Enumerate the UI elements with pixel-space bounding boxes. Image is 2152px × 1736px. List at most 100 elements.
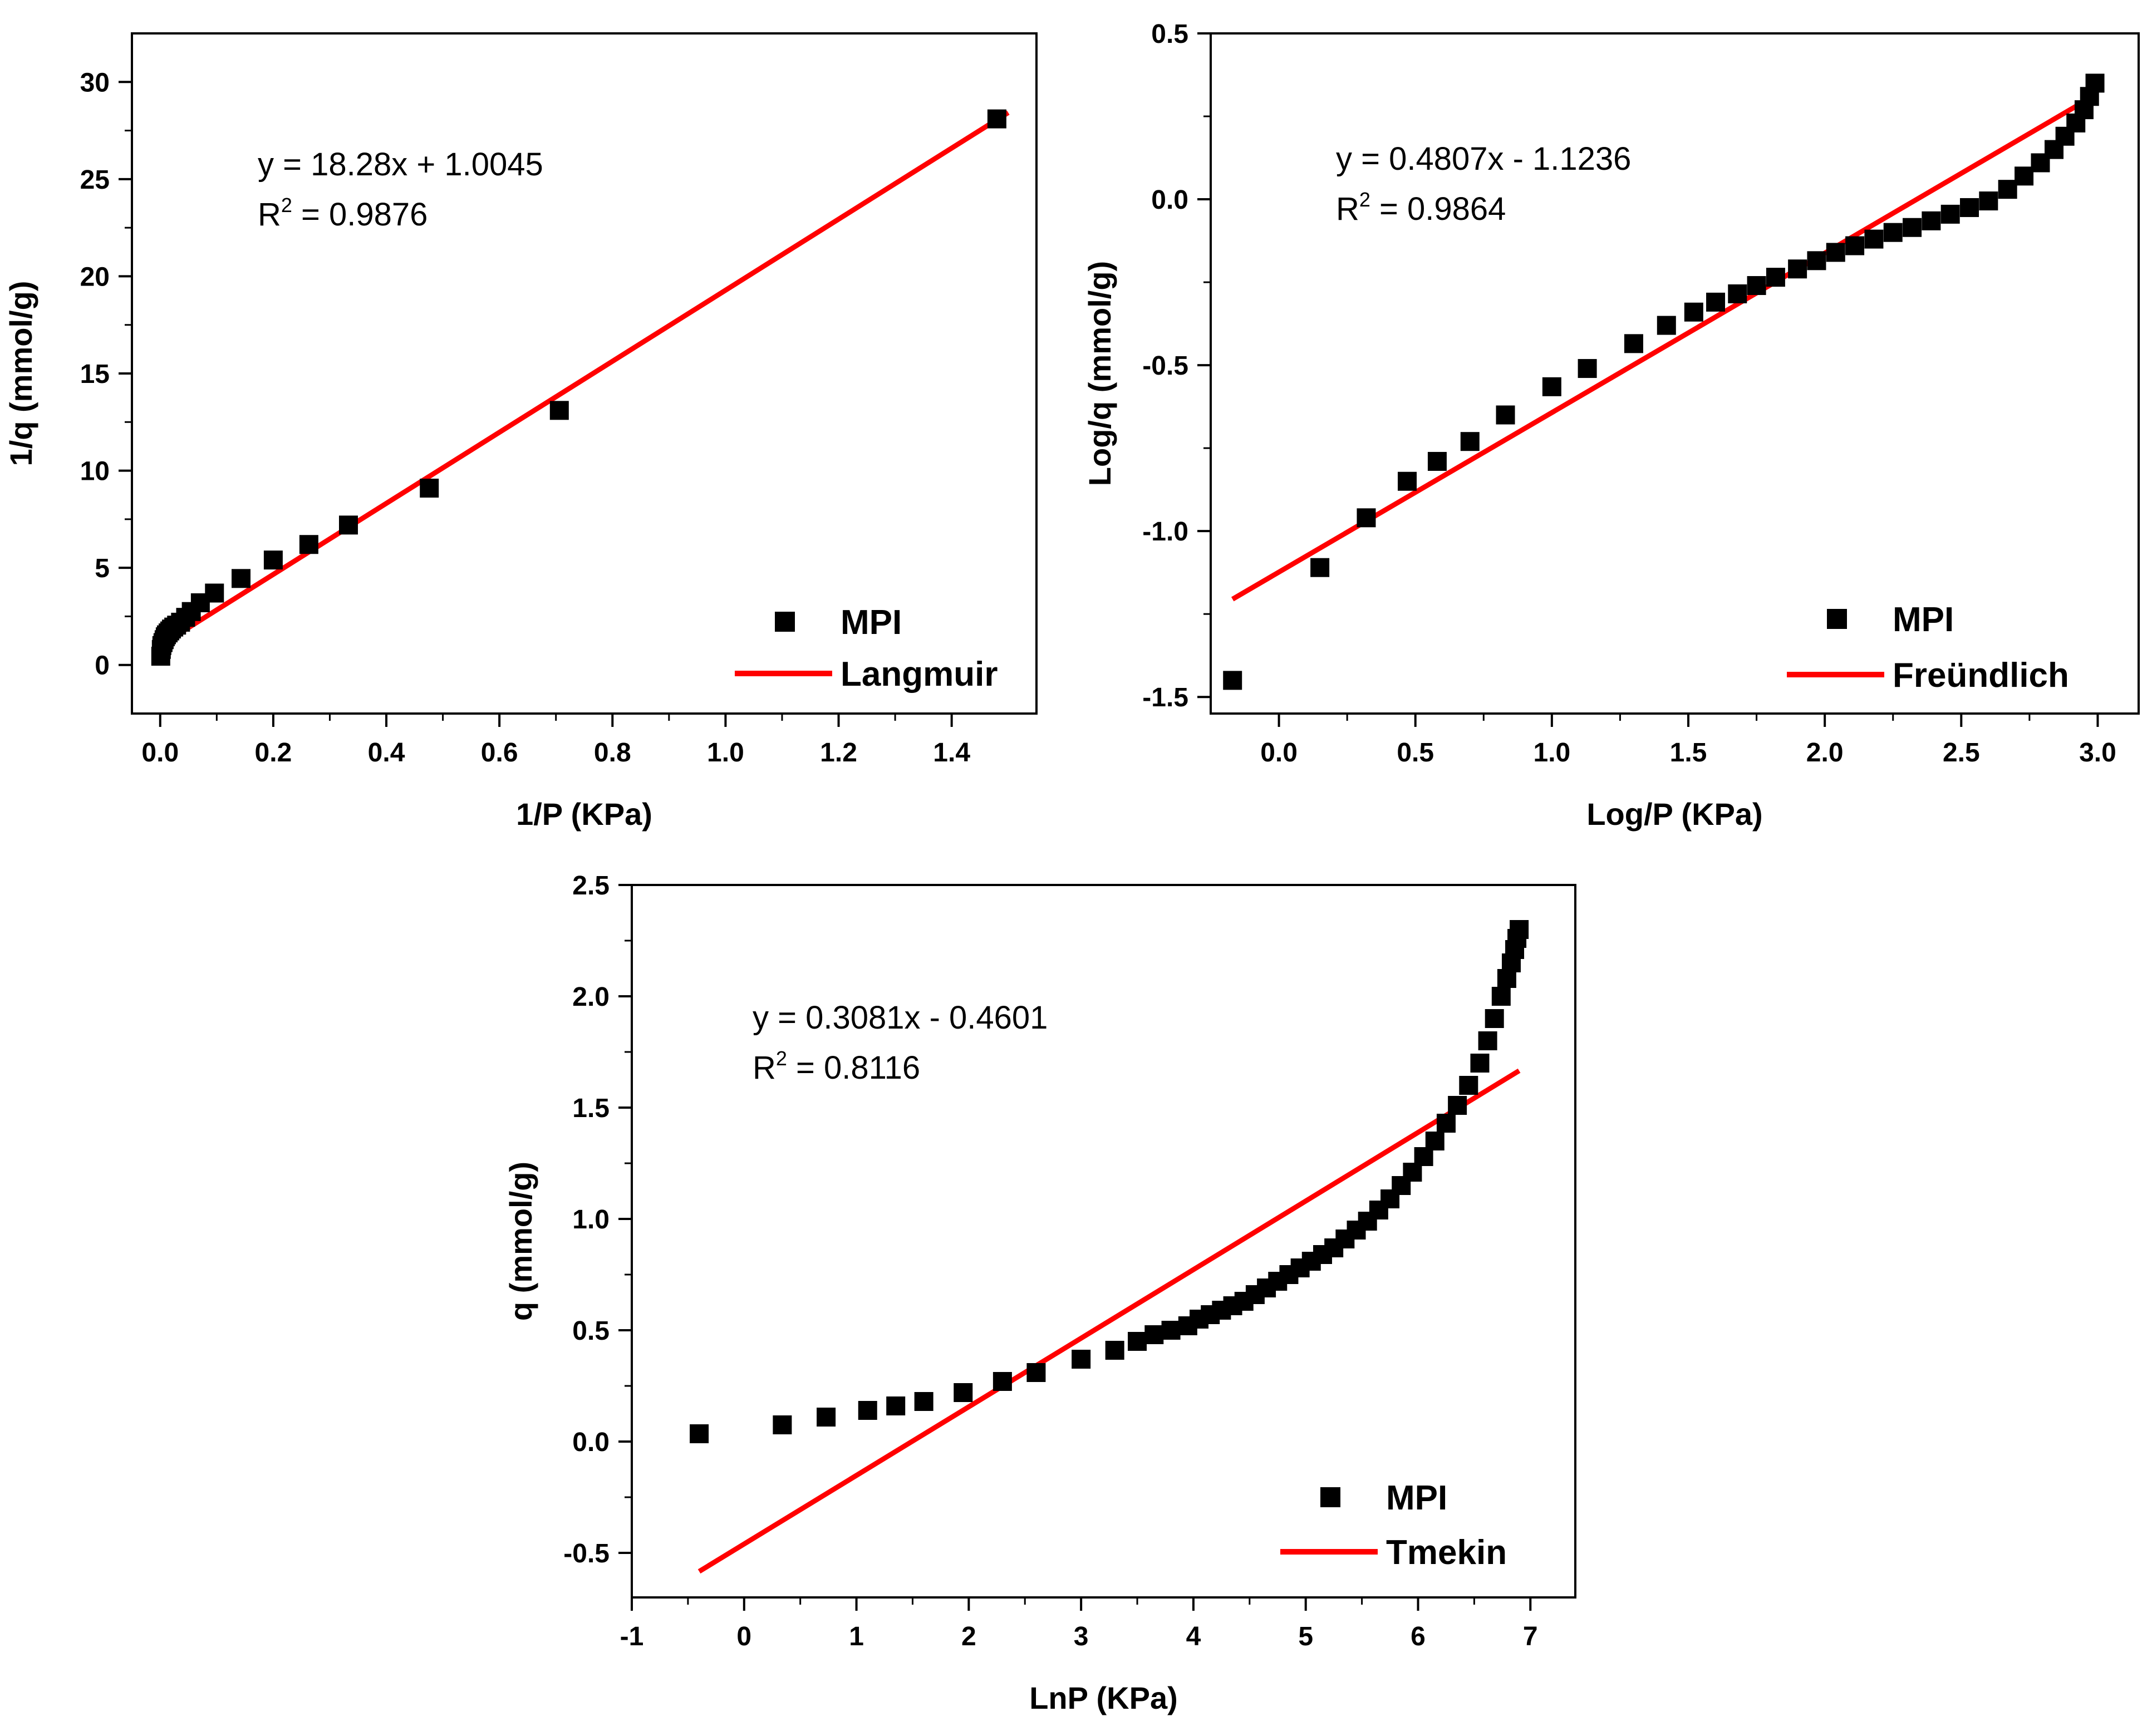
y-tick-label: 15: [80, 360, 110, 389]
x-tick-label: 0: [736, 1622, 751, 1651]
data-point: [1144, 1325, 1164, 1344]
fit-r-squared: R2 = 0.8116: [753, 1047, 920, 1086]
legend-label-line: Tmekin: [1386, 1533, 1507, 1572]
y-tick-label: 2.5: [572, 871, 610, 901]
data-point: [1766, 268, 1785, 287]
chart-panel-1: 0.0 0.2 0.4 0.6 0.8 1.0 1.2 1.4 0 5 10 15 20 25 30 1/P …: [3, 32, 1038, 832]
x-tick-label: 1.0: [707, 738, 744, 768]
data-point: [858, 1401, 877, 1420]
data-point: [263, 550, 283, 570]
fit-line-freündlich: [1231, 91, 2099, 602]
fit-equation: y = 0.4807x - 1.1236: [1336, 141, 1631, 177]
r-squared-label: R: [258, 196, 281, 233]
x-tick-label: 1.5: [1670, 738, 1707, 768]
x-tick-label: 0.8: [594, 738, 631, 768]
r-squared-superscript: 2: [281, 194, 292, 217]
y-tick-label: 25: [80, 165, 110, 195]
data-point: [1788, 259, 1807, 279]
r-squared-label: R: [1336, 191, 1359, 227]
x-tick-label: 2: [961, 1622, 976, 1651]
x-axis-title: LnP (KPa): [1029, 1680, 1178, 1715]
plot-frame: [631, 884, 1576, 1599]
x-tick-label: 1.2: [820, 738, 857, 768]
data-point: [1161, 1321, 1181, 1340]
y-tick-label: -1.5: [1142, 683, 1188, 712]
x-tick-label: 1.0: [1534, 738, 1571, 768]
x-axis-title: 1/P (KPa): [516, 796, 652, 832]
data-point: [1657, 316, 1676, 335]
r-squared-value: = 0.9876: [292, 196, 428, 233]
data-point: [1826, 243, 1845, 262]
data-point: [1310, 558, 1330, 577]
fit-line-tmekin: [697, 1068, 1521, 1574]
x-tick-label: 2.0: [1806, 738, 1844, 768]
data-point: [1478, 1031, 1497, 1050]
legend-marker-points: [775, 612, 795, 632]
data-point: [993, 1372, 1012, 1391]
data-point: [205, 583, 224, 603]
data-point: [2085, 73, 2105, 93]
legend-label-line: Freündlich: [1893, 656, 2069, 695]
data-point: [1747, 276, 1766, 296]
y-axis-title: q (mmol/g): [503, 1162, 538, 1321]
data-point: [420, 478, 439, 498]
data-point: [1357, 508, 1376, 528]
y-tick-label: 30: [80, 68, 110, 97]
data-point: [1398, 471, 1417, 491]
x-tick-label: 6: [1411, 1622, 1426, 1651]
y-tick-label: 0.5: [572, 1316, 610, 1346]
fit-equation: y = 0.3081x - 0.4601: [753, 1000, 1048, 1036]
y-tick-label: 10: [80, 457, 110, 486]
y-tick-label: 20: [80, 262, 110, 292]
data-point: [1960, 198, 1979, 217]
y-tick-label: -0.5: [1142, 351, 1188, 381]
data-point: [1728, 284, 1747, 303]
chart-panel-2: 0.0 0.5 1.0 1.5 2.0 2.5 3.0 -1.5 -1.0 -0.5 0.0 0.5 L…: [1082, 19, 2140, 832]
data-point: [1845, 236, 1865, 255]
data-point: [1510, 920, 1529, 939]
x-tick-label: 0.0: [1260, 738, 1298, 768]
legend-label-points: MPI: [1386, 1479, 1447, 1517]
data-point: [1448, 1096, 1467, 1115]
data-point: [1624, 334, 1643, 353]
data-point: [690, 1424, 709, 1443]
r-squared-value: = 0.9864: [1370, 191, 1506, 227]
data-point: [1072, 1350, 1091, 1369]
fit-r-squared: R2 = 0.9876: [258, 194, 428, 233]
data-point: [1491, 987, 1511, 1006]
plot-frame: [1210, 32, 2140, 715]
y-tick-label: 2.0: [572, 982, 610, 1012]
data-point: [1903, 218, 1922, 237]
y-tick-label: 0.5: [1151, 19, 1188, 49]
fit-r-squared: R2 = 0.9864: [1336, 188, 1506, 227]
y-tick-label: 1.5: [572, 1094, 610, 1123]
legend-label-line: Langmuir: [841, 655, 998, 694]
y-tick-label: 0.0: [1151, 185, 1188, 215]
data-point: [1436, 1114, 1456, 1133]
legend-marker-points: [1827, 609, 1847, 629]
y-tick-label: -0.5: [563, 1539, 610, 1568]
r-squared-superscript: 2: [1359, 188, 1370, 211]
data-point: [1807, 251, 1826, 271]
legend-label-points: MPI: [841, 603, 902, 642]
data-point: [954, 1383, 973, 1402]
data-point: [1864, 229, 1884, 249]
data-point: [817, 1408, 836, 1427]
x-tick-label: 0.6: [481, 738, 518, 768]
x-axis-title: Log/P (KPa): [1586, 796, 1762, 832]
data-point: [1460, 432, 1480, 451]
chart-panel-3: -1 0 1 2 3 4 5 6 7 -0.5 0.0 0.5 1.0 1.5 2.0 2.5 LnP (KPa…: [503, 871, 1576, 1715]
y-tick-label: 1.0: [572, 1205, 610, 1235]
data-point: [1105, 1341, 1124, 1360]
r-squared-superscript: 2: [776, 1047, 787, 1070]
data-point: [1425, 1132, 1445, 1150]
data-point: [1940, 204, 1960, 224]
data-point: [1979, 191, 1998, 211]
data-point: [1128, 1332, 1147, 1351]
data-point: [1684, 302, 1703, 322]
x-tick-label: 7: [1523, 1622, 1538, 1651]
x-tick-label: -1: [620, 1622, 644, 1651]
x-tick-label: 0.5: [1397, 738, 1434, 768]
x-tick-label: 5: [1298, 1622, 1313, 1651]
